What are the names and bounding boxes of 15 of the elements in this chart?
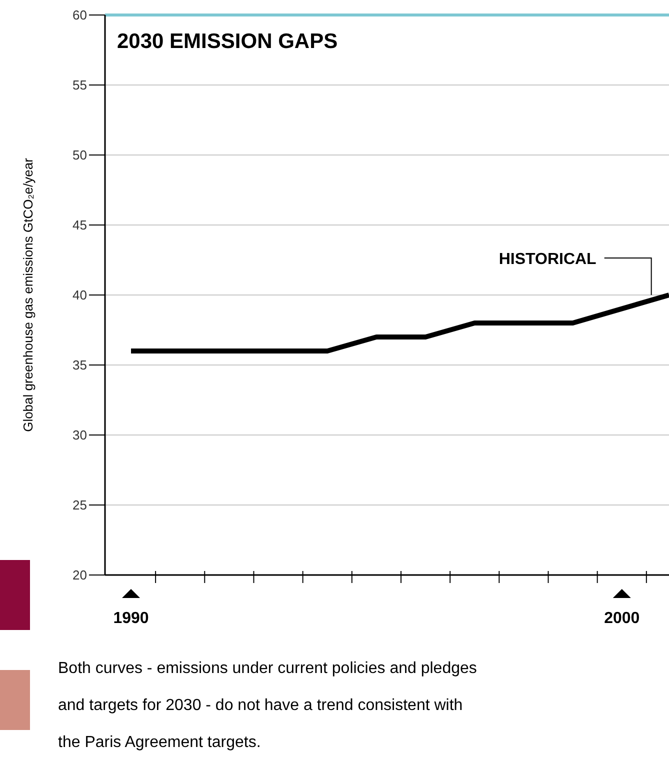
y-tick-label: 45 xyxy=(72,218,87,233)
y-tick-label: 30 xyxy=(72,428,87,443)
text: Both curves - emissions under current policies and pledges and targets for 2030 - do not have a trend consistent with the Paris Agreement targets. xyxy=(58,660,477,751)
y-tick-label: 35 xyxy=(72,358,87,373)
y-tick-label: 60 xyxy=(72,8,87,23)
x-tick-label: 2000 xyxy=(604,610,640,627)
y-axis-title: Global greenhouse gas emissions GtCO₂e/year xyxy=(20,157,36,432)
y-tick-label: 55 xyxy=(72,78,87,93)
y-tick-label: 50 xyxy=(72,148,87,163)
y-tick-label: 40 xyxy=(72,288,87,303)
text: 2030 EMISSION GAPS xyxy=(117,30,338,54)
x-tick-label: 1990 xyxy=(113,610,149,627)
annotation: HISTORICAL xyxy=(498,251,597,268)
y-tick-label: 20 xyxy=(72,568,87,583)
y-tick-label: 25 xyxy=(72,498,87,513)
